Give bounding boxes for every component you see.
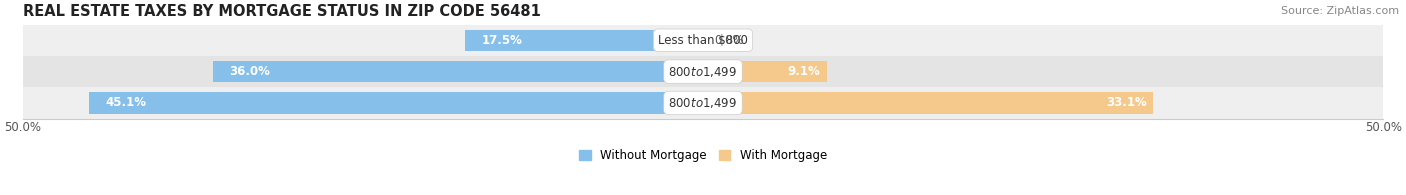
Text: Less than $800: Less than $800 [658, 34, 748, 47]
Bar [22, 25, 1384, 56]
Bar [90, 92, 703, 114]
Bar [465, 29, 703, 51]
Text: 36.0%: 36.0% [229, 65, 270, 78]
Text: $800 to $1,499: $800 to $1,499 [668, 65, 738, 79]
Bar [703, 92, 1153, 114]
Text: 45.1%: 45.1% [105, 97, 146, 109]
Bar [22, 56, 1384, 87]
Bar [214, 61, 703, 82]
Bar [703, 61, 827, 82]
Text: 0.0%: 0.0% [714, 34, 744, 47]
Text: $800 to $1,499: $800 to $1,499 [668, 96, 738, 110]
Text: 9.1%: 9.1% [787, 65, 820, 78]
Legend: Without Mortgage, With Mortgage: Without Mortgage, With Mortgage [579, 149, 827, 162]
Text: REAL ESTATE TAXES BY MORTGAGE STATUS IN ZIP CODE 56481: REAL ESTATE TAXES BY MORTGAGE STATUS IN … [22, 4, 540, 19]
Bar [22, 87, 1384, 119]
Text: 33.1%: 33.1% [1107, 97, 1146, 109]
Text: Source: ZipAtlas.com: Source: ZipAtlas.com [1281, 6, 1399, 16]
Text: 17.5%: 17.5% [481, 34, 522, 47]
